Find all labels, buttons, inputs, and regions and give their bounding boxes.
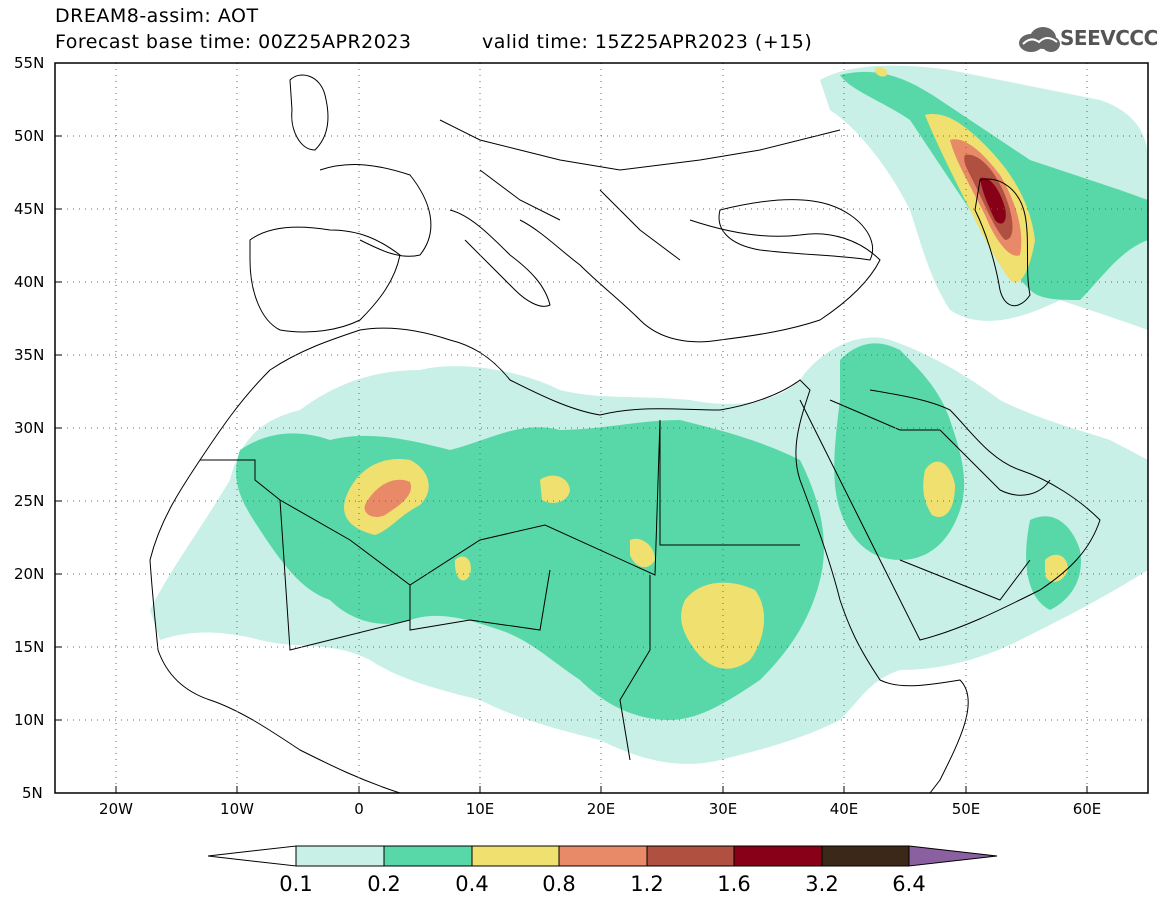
aot-field: [150, 65, 1148, 764]
border-niger: [409, 569, 551, 631]
colorbar-box-1.6: [733, 845, 823, 867]
lon-label: 10W: [220, 800, 254, 818]
lon-label: 40E: [830, 800, 859, 818]
lat-label: 15N: [14, 638, 44, 656]
aot-contour-0.4-libya: [540, 475, 570, 503]
cloud-icon: [1019, 27, 1060, 52]
coastline-africa: [149, 327, 969, 793]
lat-label: 40N: [14, 273, 44, 291]
lat-label: 5N: [22, 784, 43, 802]
coastlines: [149, 74, 1101, 793]
aot-contour-0.4-niger: [454, 556, 471, 581]
colorbar-label: 1.2: [630, 872, 663, 896]
colorbar-box-0.2: [383, 845, 473, 867]
coastline-iberia: [249, 226, 401, 333]
lon-label: 50E: [952, 800, 981, 818]
colorbar-label: 6.4: [892, 872, 925, 896]
colorbar-labels: 0.1 0.2 0.4 0.8 1.2 1.6 3.2 6.4: [279, 872, 925, 896]
colorbar-label: 0.8: [542, 872, 575, 896]
lat-label: 20N: [14, 565, 44, 583]
border-mali: [279, 499, 411, 651]
lat-label: 45N: [14, 200, 44, 218]
colorbar-over-triangle: [908, 845, 998, 867]
lat-label: 10N: [14, 711, 44, 729]
colorbar-label: 0.2: [367, 872, 400, 896]
seevccc-logo: [1017, 24, 1157, 54]
lat-label: 50N: [14, 127, 44, 145]
coastline-arabia: [799, 389, 1101, 641]
colorbar-box-0.8: [558, 845, 648, 867]
coastline-uk: [289, 74, 329, 151]
border-sudan: [619, 575, 651, 761]
valid-time: valid time: 15Z25APR2023 (+15): [482, 31, 813, 53]
coastline-africa-west: [149, 559, 401, 793]
map-title: DREAM8-assim: AOT: [55, 5, 259, 27]
logo-text: SEEVCCC: [1060, 26, 1158, 50]
coastline-black-sea: [718, 199, 874, 261]
aot-contour-0.4-sudan: [681, 582, 765, 669]
colorbar-label: 0.4: [455, 872, 488, 896]
tick-marks: [55, 62, 1088, 793]
aot-contour-0.4-small: [874, 67, 888, 77]
colorbar-label: 1.6: [717, 872, 750, 896]
lon-label: 20E: [587, 800, 616, 818]
lon-label: 30E: [709, 800, 738, 818]
forecast-base-time: Forecast base time: 00Z25APR2023: [55, 31, 412, 53]
coastline-gulf: [939, 429, 1051, 496]
aot-contour-0.4-oman: [1045, 554, 1068, 582]
lat-label: 30N: [14, 419, 44, 437]
border-egypt: [659, 420, 800, 546]
border-sahara: [200, 419, 661, 586]
coastline-balkans: [519, 219, 881, 343]
aot-contour-0.4-saudi: [923, 461, 955, 517]
lon-label: 60E: [1073, 800, 1102, 818]
coastline-caspian: [974, 178, 1031, 307]
colorbar-label: 0.1: [279, 872, 312, 896]
lat-labels: 55N 50N 45N 40N 35N 30N 25N 20N 15N 10N …: [14, 54, 44, 802]
colorbar-under-triangle: [207, 845, 297, 867]
colorbar-box-1.2: [646, 845, 735, 867]
lon-label: 10E: [466, 800, 495, 818]
colorbar-label: 3.2: [805, 872, 838, 896]
aot-contour-0.8-sahara: [364, 479, 411, 517]
lon-labels: 20W 10W 0 10E 20E 30E 40E 50E 60E: [99, 800, 1101, 818]
lat-label: 35N: [14, 346, 44, 364]
lon-label: 0: [354, 800, 364, 818]
aot-contour-0.4-chad: [630, 538, 655, 568]
coastline-france: [319, 164, 432, 257]
colorbar-box-0.4: [471, 845, 560, 867]
border-arabia: [829, 399, 1031, 601]
lon-label: 20W: [99, 800, 133, 818]
color-bar: [207, 845, 998, 867]
lat-label: 25N: [14, 492, 44, 510]
grid-lines: [55, 63, 1148, 793]
colorbar-box-0.1: [295, 845, 385, 867]
coastline-italy: [449, 209, 551, 307]
colorbar-box-3.2: [821, 845, 910, 867]
lat-label: 55N: [14, 54, 44, 72]
border-europe: [439, 119, 841, 261]
aot-contour-1.6-caspian: [980, 177, 1006, 224]
